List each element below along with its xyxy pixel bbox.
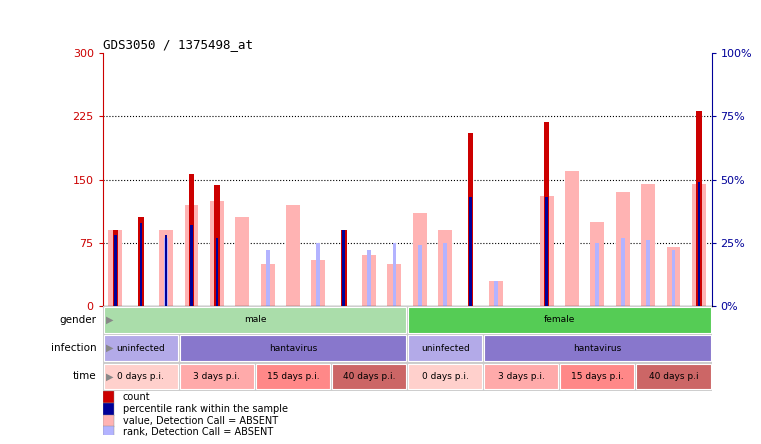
Text: count: count [123, 392, 151, 402]
Bar [546, 197, 548, 306]
Bar [286, 205, 300, 306]
Text: uninfected: uninfected [421, 344, 470, 353]
Text: 15 days p.i.: 15 days p.i. [266, 372, 320, 381]
Bar [368, 250, 371, 306]
Bar [256, 364, 330, 389]
Bar [621, 238, 625, 306]
Text: 3 days p.i.: 3 days p.i. [498, 372, 545, 381]
Bar [103, 336, 178, 361]
Bar [103, 391, 113, 403]
Bar [103, 415, 113, 427]
Bar [692, 184, 706, 306]
Bar [540, 196, 554, 306]
Bar [113, 230, 118, 306]
Text: hantavirus: hantavirus [269, 344, 317, 353]
Bar [408, 364, 482, 389]
Bar [438, 230, 452, 306]
Text: infection: infection [51, 343, 97, 353]
Bar [332, 364, 406, 389]
Bar [387, 264, 402, 306]
Bar [139, 222, 142, 306]
Bar [393, 243, 396, 306]
Bar [235, 218, 250, 306]
Bar [164, 238, 168, 306]
Text: 0 days p.i.: 0 days p.i. [422, 372, 469, 381]
Bar [696, 111, 702, 306]
Text: male: male [244, 316, 266, 325]
Text: rank, Detection Call = ABSENT: rank, Detection Call = ABSENT [123, 428, 273, 437]
Bar [636, 364, 711, 389]
Bar [311, 260, 326, 306]
Text: 40 days p.i: 40 days p.i [648, 372, 699, 381]
Bar [109, 230, 123, 306]
Bar [159, 230, 174, 306]
Bar [484, 364, 559, 389]
Bar [103, 364, 178, 389]
Bar [189, 174, 194, 306]
Bar [671, 250, 676, 306]
Bar [545, 235, 549, 306]
Text: 0 days p.i.: 0 days p.i. [117, 372, 164, 381]
Bar [469, 245, 473, 306]
Bar [362, 255, 376, 306]
Bar [103, 307, 406, 333]
Bar [114, 235, 116, 306]
Bar [667, 247, 680, 306]
Text: time: time [73, 372, 97, 381]
Text: 40 days p.i.: 40 days p.i. [343, 372, 395, 381]
Bar [180, 364, 254, 389]
Bar [418, 245, 422, 306]
Bar [408, 307, 711, 333]
Bar [413, 213, 427, 306]
Text: 15 days p.i.: 15 days p.i. [571, 372, 624, 381]
Text: ▶: ▶ [106, 372, 113, 381]
Bar [342, 230, 345, 306]
Bar [190, 225, 193, 306]
Bar [266, 250, 269, 306]
Text: percentile rank within the sample: percentile rank within the sample [123, 404, 288, 414]
Bar [210, 201, 224, 306]
Bar [341, 230, 346, 306]
Bar [544, 122, 549, 306]
Bar [215, 238, 218, 306]
Bar [113, 243, 117, 306]
Bar [468, 133, 473, 306]
Bar [165, 235, 167, 306]
Bar [215, 230, 219, 306]
Bar [139, 235, 143, 306]
Text: hantavirus: hantavirus [573, 344, 622, 353]
Bar [470, 197, 472, 306]
Text: gender: gender [59, 315, 97, 325]
Bar [494, 281, 498, 306]
Bar [698, 182, 700, 306]
Bar [591, 222, 604, 306]
Bar [261, 264, 275, 306]
Bar [484, 336, 711, 361]
Bar [317, 243, 320, 306]
Text: ▶: ▶ [106, 343, 113, 353]
Bar [103, 426, 113, 439]
Bar [489, 281, 503, 306]
Bar [342, 243, 345, 306]
Text: uninfected: uninfected [116, 344, 165, 353]
Bar [103, 403, 113, 416]
Bar [616, 192, 630, 306]
Bar [185, 205, 199, 306]
Bar [565, 171, 579, 306]
Bar [180, 336, 406, 361]
Bar [443, 243, 447, 306]
Bar [560, 364, 635, 389]
Bar [138, 218, 144, 306]
Bar [214, 186, 220, 306]
Bar [596, 243, 600, 306]
Text: female: female [543, 316, 575, 325]
Bar [646, 240, 650, 306]
Text: ▶: ▶ [106, 315, 113, 325]
Bar [642, 184, 655, 306]
Text: value, Detection Call = ABSENT: value, Detection Call = ABSENT [123, 416, 278, 426]
Text: GDS3050 / 1375498_at: GDS3050 / 1375498_at [103, 38, 253, 51]
Text: 3 days p.i.: 3 days p.i. [193, 372, 240, 381]
Bar [408, 336, 482, 361]
Bar [697, 182, 701, 306]
